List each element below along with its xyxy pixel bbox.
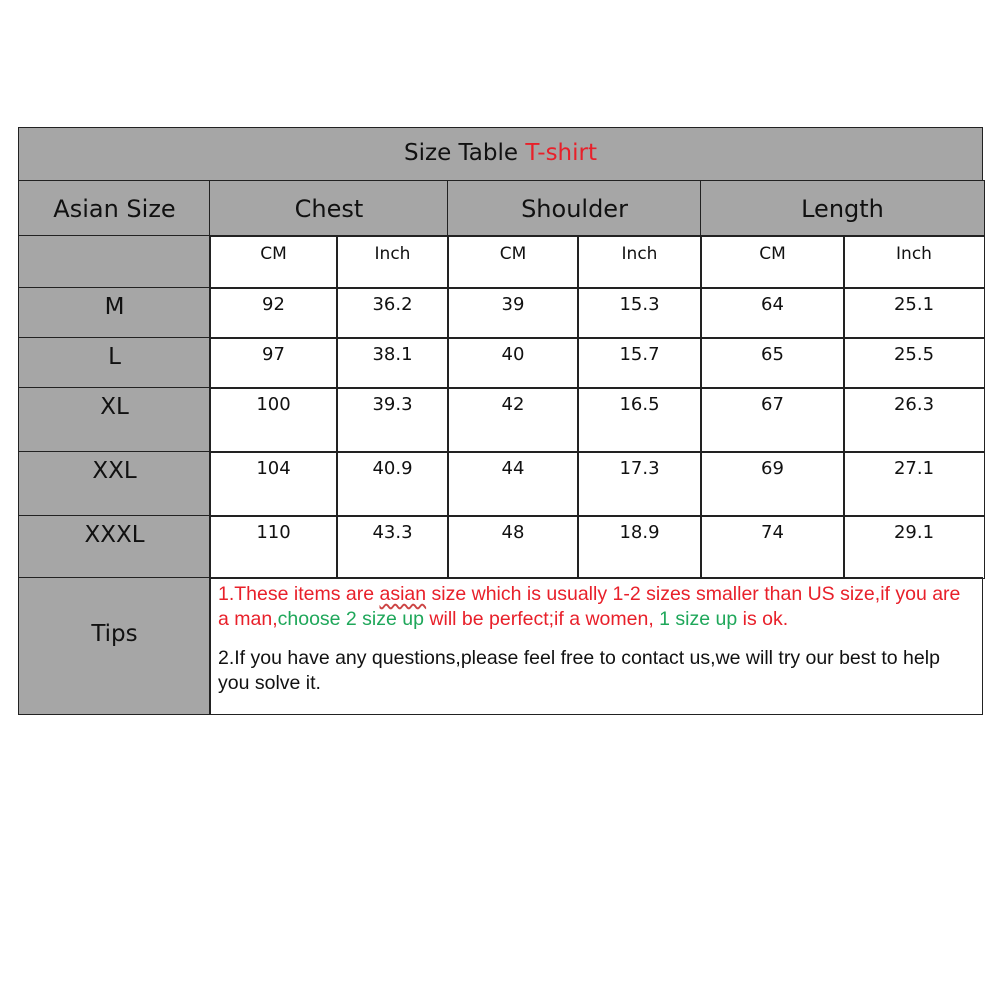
- header-unit: CM: [447, 235, 579, 289]
- table-cell: 29.1: [843, 515, 985, 579]
- table-cell: 27.1: [843, 451, 985, 517]
- table-cell: 65: [700, 337, 845, 389]
- tip-1-part: size which is usually 1-2 sizes smaller …: [218, 583, 961, 630]
- table-cell: 18.9: [577, 515, 702, 579]
- tip-1: 1.These items are asian size which is us…: [218, 582, 974, 632]
- table-cell: 25.1: [843, 287, 985, 339]
- tips-label: Tips: [18, 577, 211, 715]
- table-cell: 74: [700, 515, 845, 579]
- header-unit: Inch: [336, 235, 449, 289]
- table-cell: 40.9: [336, 451, 449, 517]
- header-unit: CM: [209, 235, 338, 289]
- tip-1-part: will be perfect;if a women,: [423, 608, 660, 630]
- row-size-label: XXXL: [18, 515, 211, 579]
- header-asian-size: Asian Size: [18, 180, 211, 237]
- table-cell: 110: [209, 515, 338, 579]
- table-cell: 97: [209, 337, 338, 389]
- table-cell: 26.3: [843, 387, 985, 453]
- table-cell: 15.3: [577, 287, 702, 339]
- tip-1-part: is ok.: [737, 608, 789, 630]
- table-cell: 67: [700, 387, 845, 453]
- header-group: Chest: [209, 180, 449, 237]
- header-unit: Inch: [843, 235, 985, 289]
- tip-1-part: choose 2 size up: [277, 608, 424, 630]
- table-cell: 36.2: [336, 287, 449, 339]
- tip-2: 2.If you have any questions,please feel …: [218, 647, 940, 694]
- table-cell: 15.7: [577, 337, 702, 389]
- row-size-label: M: [18, 287, 211, 339]
- table-cell: 16.5: [577, 387, 702, 453]
- table-cell: 25.5: [843, 337, 985, 389]
- unit-row-blank: [18, 235, 211, 289]
- row-size-label: L: [18, 337, 211, 389]
- tips-content: 1.These items are asian size which is us…: [209, 577, 983, 715]
- header-group: Length: [700, 180, 985, 237]
- table-cell: 64: [700, 287, 845, 339]
- row-size-label: XL: [18, 387, 211, 453]
- table-cell: 92: [209, 287, 338, 339]
- title-product: T-shirt: [525, 140, 597, 166]
- table-cell: 69: [700, 451, 845, 517]
- table-cell: 38.1: [336, 337, 449, 389]
- row-size-label: XXL: [18, 451, 211, 517]
- tip-1-part: asian: [379, 583, 427, 605]
- header-group: Shoulder: [447, 180, 702, 237]
- table-cell: 39.3: [336, 387, 449, 453]
- table-cell: 100: [209, 387, 338, 453]
- table-cell: 40: [447, 337, 579, 389]
- tip-1-part: 1 size up: [659, 608, 738, 630]
- table-title: Size Table T-shirt: [18, 127, 983, 182]
- table-cell: 43.3: [336, 515, 449, 579]
- table-cell: 17.3: [577, 451, 702, 517]
- header-unit: CM: [700, 235, 845, 289]
- table-cell: 48: [447, 515, 579, 579]
- table-cell: 104: [209, 451, 338, 517]
- header-unit: Inch: [577, 235, 702, 289]
- table-cell: 44: [447, 451, 579, 517]
- table-cell: 42: [447, 387, 579, 453]
- title-text: Size Table: [404, 140, 519, 166]
- table-cell: 39: [447, 287, 579, 339]
- tip-1-part: 1.These items are: [218, 583, 380, 605]
